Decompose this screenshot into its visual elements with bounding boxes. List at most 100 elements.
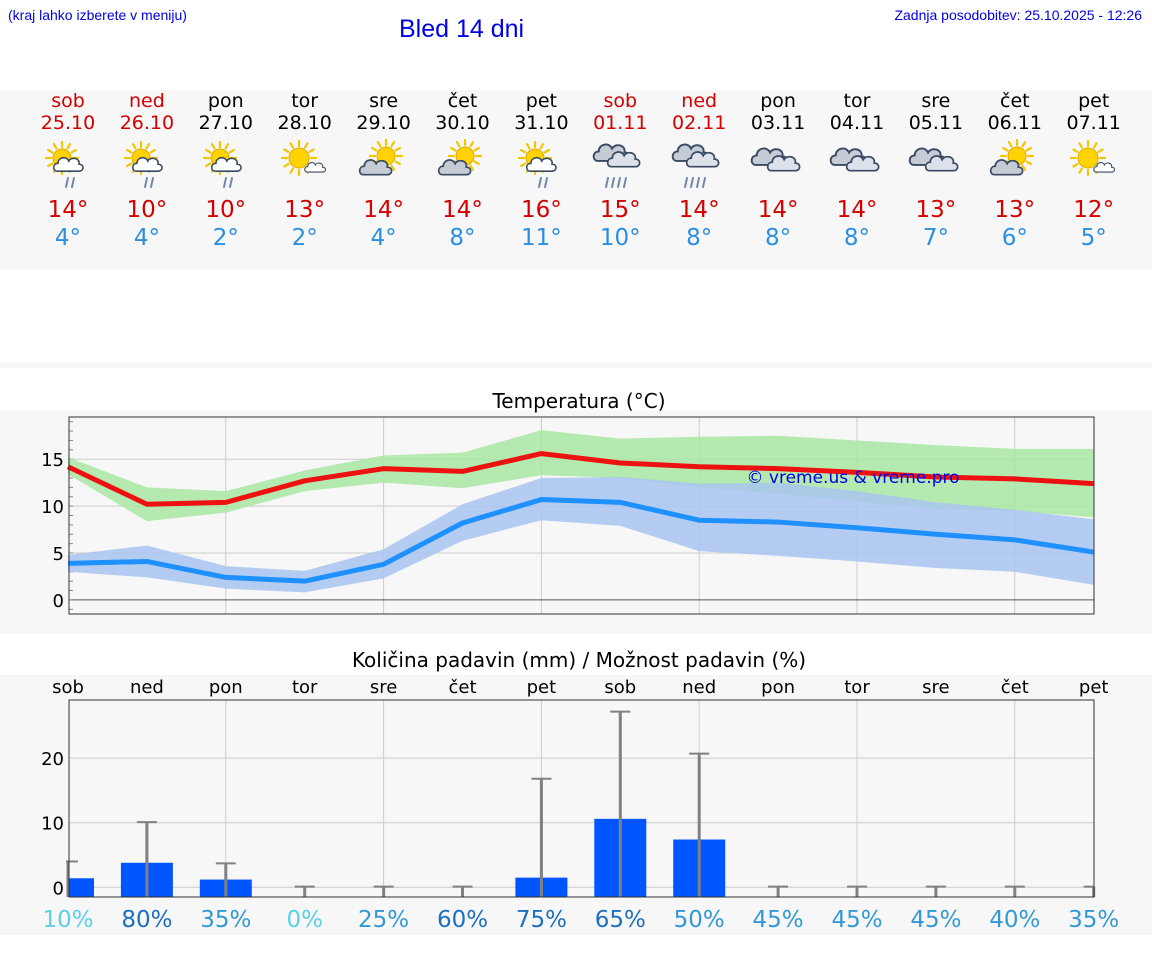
watermark-text: © vreme.us & vreme.pro [746,468,959,488]
cloud-shape [989,159,1024,176]
cloud-shape [437,159,471,176]
precipitation-chart: Količina padavin (mm) / Možnost padavin … [41,648,1119,933]
rain-drops [65,177,75,188]
cloud-shape [358,159,393,176]
max-temperature: 13° [994,197,1036,223]
max-temperature: 10° [205,197,247,223]
day-date: 31.10 [514,112,569,134]
rain-drops [538,177,549,188]
max-temperature: 16° [521,197,562,223]
day-date: 06.11 [987,112,1042,134]
day-name: sob [51,90,85,112]
cloud-shape [766,155,801,172]
precipitation-probability-label: 40% [989,907,1040,933]
day-name: tor [291,90,319,112]
y-tick-label: 0 [53,591,64,612]
daily-forecast-strip: sob 25.10 14° 4° ned 26.10 10° 4° pon 27… [0,90,1152,270]
temperature-chart: Temperatura (°C) 0 5 10 15 © vreme.us & vreme… [41,389,1095,615]
max-temperature: 14° [836,197,878,223]
max-temperature: 14° [678,197,720,223]
x-category-label: ned [130,677,164,698]
precipitation-probability-label: 45% [753,907,804,933]
min-temperature: 4° [54,225,82,251]
min-temperature: 7° [922,225,949,251]
x-category-label: tor [844,677,870,698]
precipitation-probability-label: 35% [200,907,251,933]
day-name: pet [1078,90,1110,112]
day-date: 05.11 [908,112,964,134]
day-column: pon 27.10 10° 2° [186,90,266,252]
day-name: ned [681,90,718,112]
x-category-label: čet [1001,677,1029,698]
precipitation-probability-label: 60% [437,907,488,933]
x-category-label: sob [52,677,84,698]
day-column: ned 02.11 14° 8° [659,90,739,252]
day-date: 29.10 [356,112,411,134]
max-temperature: 13° [915,197,957,223]
precipitation-probability-label: 75% [516,907,567,933]
sun-cloud-icon [437,138,482,176]
day-name: sob [603,90,638,112]
sun-cloud-light-rain-icon [202,140,242,188]
day-column: ned 26.10 10° 4° [107,90,187,252]
max-temperature: 14° [442,197,483,223]
spacer-band [0,362,1152,368]
x-category-label: sre [370,677,397,698]
y-tick-label: 15 [41,450,64,471]
y-tick-label: 0 [53,878,64,899]
overcast-icon [829,147,880,172]
plot-area [69,700,1094,897]
min-temperature-line [67,497,1095,584]
max-temperature: 10° [126,197,168,223]
precipitation-probability-label: 65% [595,907,646,933]
sun-cloud-icon [989,138,1034,176]
min-temperature: 2° [291,225,318,251]
min-temperature: 5° [1080,225,1107,251]
cloud-shape [1092,162,1115,173]
sun-cloud-light-rain-icon [123,140,163,188]
day-column: sre 05.11 13° 7° [896,90,976,252]
cloud-shape [526,156,558,172]
day-name: čet [447,90,478,112]
x-category-label: sre [922,677,949,698]
y-tick-label: 10 [41,814,64,835]
y-tick-label: 5 [53,544,64,565]
day-column: sob 25.10 14° 4° [28,90,108,252]
day-name: pon [760,90,796,112]
max-temperature-line [66,451,1094,507]
min-temperature-range-band [68,477,1094,593]
max-temperature: 14° [47,197,89,223]
day-column: čet 06.11 13° 6° [975,90,1055,252]
x-category-label: pet [527,677,557,698]
x-category-label: sob [604,677,636,698]
x-category-label: tor [292,677,318,698]
max-temperature: 14° [757,197,799,223]
day-date: 26.10 [119,112,175,134]
sun-cloud-light-rain-icon [44,140,84,188]
day-name: sre [369,90,399,112]
temperature-chart-title: Temperatura (°C) [491,389,665,413]
precipitation-probability-label: 45% [910,907,961,933]
max-temperature: 13° [284,197,326,223]
day-name: tor [843,90,871,112]
sun-small-cloud-icon [280,139,326,177]
day-column: čet 30.10 14° 8° [423,90,503,252]
precipitation-probability-label: 0% [286,907,323,933]
day-column: tor 04.11 14° 8° [817,90,897,252]
y-tick-label: 20 [41,749,64,770]
day-date: 25.10 [40,112,96,134]
day-date: 27.10 [198,112,253,134]
precipitation-probability-label: 35% [1068,907,1119,933]
day-name: pet [525,90,557,112]
min-temperature: 11° [521,225,562,251]
min-temperature: 2° [212,225,239,251]
precipitation-probability-label: 45% [831,907,882,933]
day-date: 02.11 [671,112,727,134]
day-column: pet 07.11 12° 5° [1054,90,1134,252]
min-temperature: 8° [449,225,476,251]
cloud-shape [52,156,84,172]
day-name: ned [128,90,165,112]
day-date: 01.11 [593,112,648,134]
city-menu-hint[interactable]: (kraj lahko izberete v meniju) [8,7,187,23]
precipitation-probability-label: 10% [42,907,93,933]
